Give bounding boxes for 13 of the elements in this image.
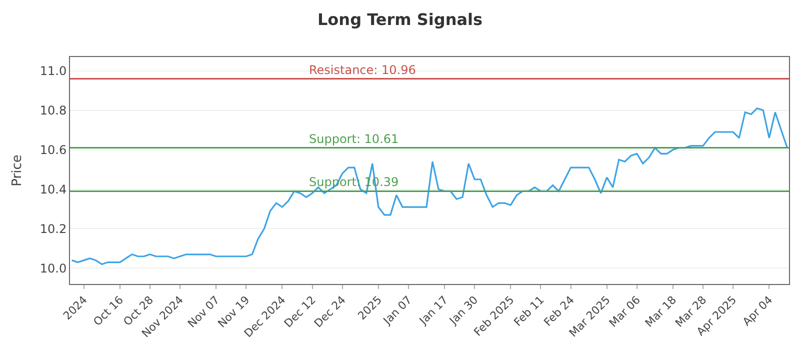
y-tick-label: 10.8 <box>40 104 67 118</box>
y-tick-label: 11.0 <box>40 64 67 78</box>
y-axis-title: Price <box>10 154 25 186</box>
chart-title: Long Term Signals <box>317 10 483 30</box>
x-tick-label: Jan 07 <box>380 294 414 328</box>
y-tick-label: 10.2 <box>40 222 67 236</box>
x-tick-label: Apr 04 <box>740 294 776 329</box>
ref-line-label: Resistance: 10.96 <box>309 63 416 77</box>
y-tick-label: 10.4 <box>40 182 67 196</box>
y-tick-label: 10.6 <box>40 142 67 157</box>
line-series <box>71 108 788 266</box>
ref-line-label: Support: 10.61 <box>309 132 399 146</box>
y-tick-label: 10.0 <box>40 261 67 276</box>
